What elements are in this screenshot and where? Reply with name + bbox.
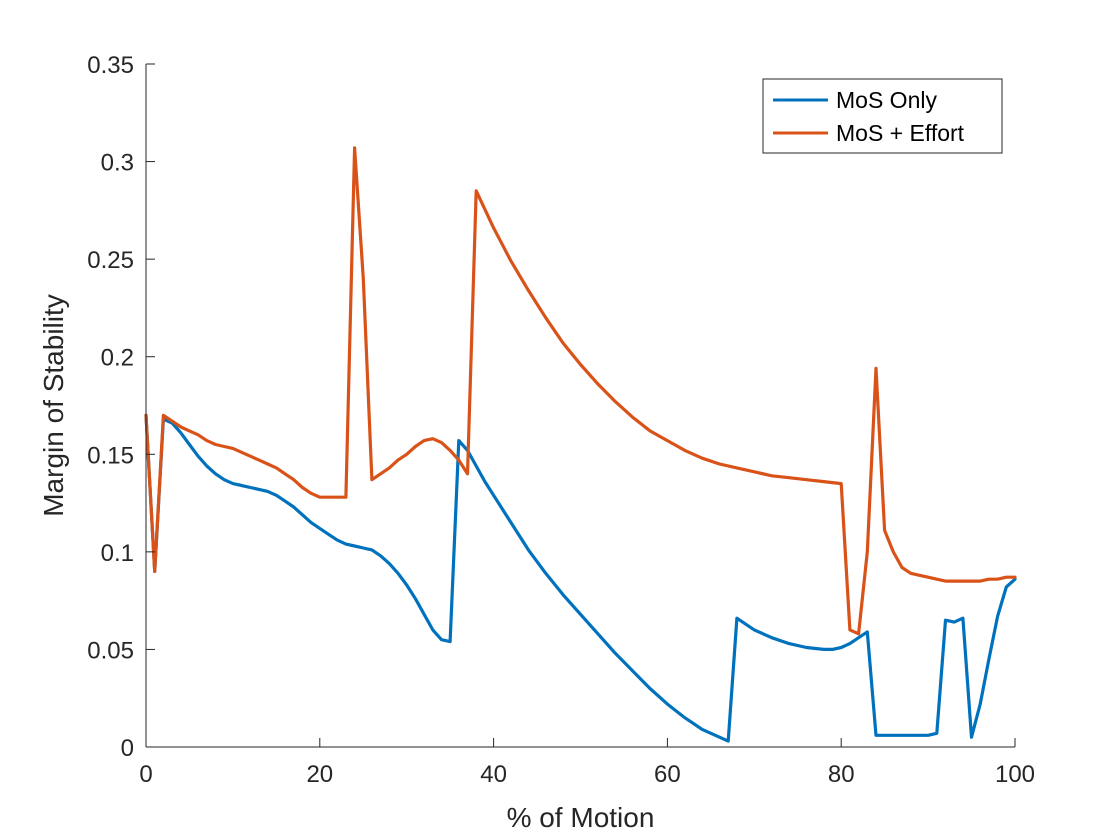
series-layer [144,146,1017,743]
y-tick-label: 0.25 [87,247,134,274]
legend-label-mos-effort: MoS + Effort [836,120,965,146]
series-line-mos-only [144,413,1017,743]
tick-labels: 0 20 40 60 80 100 0 0.05 0.1 0.15 0.2 0.25 0.3 0.35 [87,52,1035,788]
x-tick-label: 20 [306,761,333,788]
y-tick-label: 0.2 [101,345,134,372]
plot-background [146,64,1015,747]
series-line-mos-effort [144,146,1017,636]
y-tick-label: 0.15 [87,442,134,469]
legend-label-mos-only: MoS Only [836,87,937,113]
x-tick-label: 80 [828,761,855,788]
y-axis-label: Margin of Stability [38,294,69,517]
y-tick-label: 0.05 [87,637,134,664]
y-tick-label: 0.35 [87,52,134,79]
x-tick-label: 100 [995,761,1035,788]
axes [145,63,1016,748]
plot-area [146,64,1015,747]
y-tick-label: 0 [121,735,134,762]
x-tick-label: 0 [139,761,152,788]
x-axis-label: % of Motion [507,802,655,833]
legend-box [762,78,1003,154]
x-tick-label: 40 [480,761,507,788]
x-tick-label: 60 [654,761,681,788]
y-tick-label: 0.1 [101,540,134,567]
y-tick-label: 0.3 [101,150,134,177]
legend: MoS Only MoS + Effort [762,78,1003,154]
